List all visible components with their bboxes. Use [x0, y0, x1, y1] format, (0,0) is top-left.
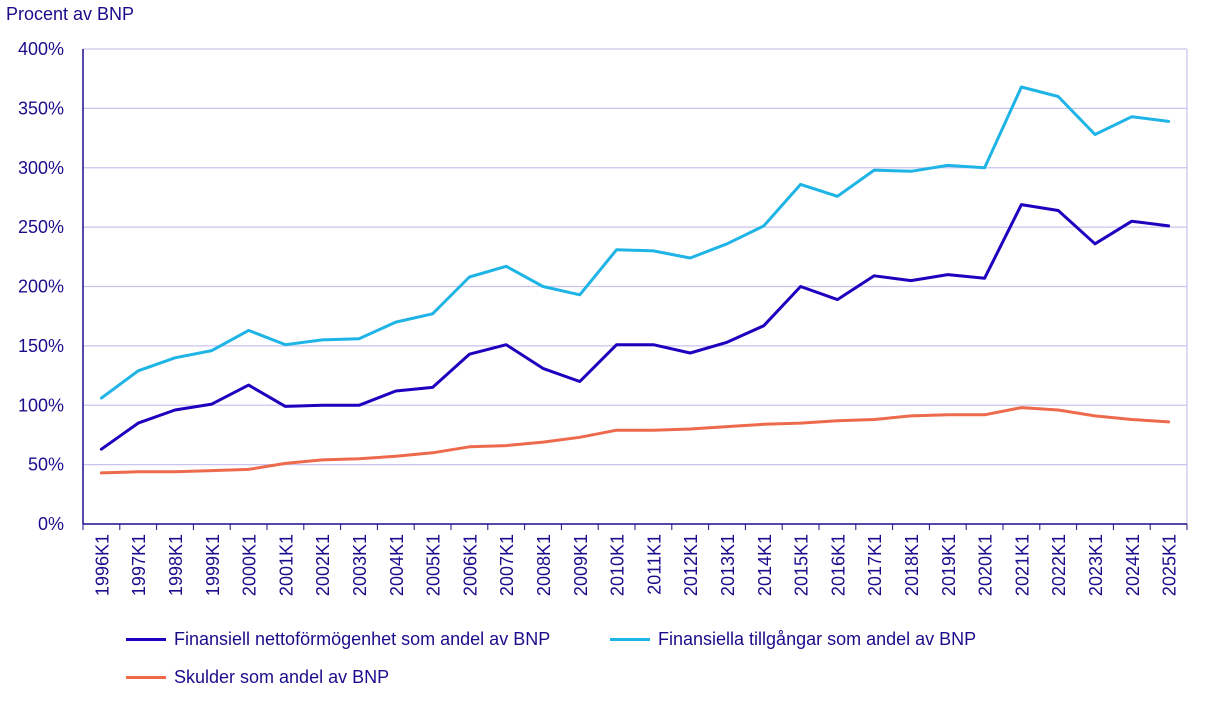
x-tick-label: 2016K1	[828, 534, 848, 596]
x-tick-label: 2003K1	[350, 534, 370, 596]
series-line-1	[99, 85, 1171, 400]
legend-label-nettoformogenhet: Finansiell nettoförmögenhet som andel av…	[174, 629, 551, 649]
y-tick-label: 300%	[18, 158, 64, 178]
legend-swatch-nettoformogenhet	[126, 638, 166, 641]
x-tick-label: 2021K1	[1012, 534, 1032, 596]
y-tick-label: 400%	[18, 39, 64, 59]
x-tick-label: 2012K1	[681, 534, 701, 596]
y-tick-label: 50%	[28, 455, 64, 475]
series-line-0	[99, 203, 1171, 451]
x-tick-label: 2024K1	[1123, 534, 1143, 596]
legend-label-tillgangar: Finansiella tillgångar som andel av BNP	[658, 629, 977, 649]
x-tick-label: 2018K1	[902, 534, 922, 596]
y-tick-label: 250%	[18, 217, 64, 237]
x-tick-label: 2022K1	[1049, 534, 1069, 596]
x-tick-label: 1997K1	[129, 534, 149, 596]
x-tick-label: 2005K1	[424, 534, 444, 596]
x-tick-label: 2025K1	[1160, 534, 1180, 596]
legend-item-skulder: Skulder som andel av BNP	[126, 667, 389, 688]
legend-swatch-tillgangar	[610, 638, 650, 641]
x-tick-label: 1998K1	[166, 534, 186, 596]
x-tick-label: 1996K1	[92, 534, 112, 596]
line-chart: 0% 50% 100% 150% 200% 250% 300% 350% 400% 1996K1 1…	[18, 39, 1188, 596]
x-tick-label: 2009K1	[571, 534, 591, 596]
y-tick-label: 150%	[18, 336, 64, 356]
x-tick-label: 2007K1	[497, 534, 517, 596]
x-tick-label: 2013K1	[718, 534, 738, 596]
x-tick-label: 2015K1	[792, 534, 812, 596]
x-tick-label: 2017K1	[865, 534, 885, 596]
x-tick-label: 2020K1	[976, 534, 996, 596]
y-tick-label: 200%	[18, 277, 64, 297]
legend-item-tillgangar: Finansiella tillgångar som andel av BNP	[610, 629, 976, 650]
legend-label-skulder: Skulder som andel av BNP	[174, 667, 390, 687]
x-tick-label: 2004K1	[387, 534, 407, 596]
x-tick-label: 2002K1	[313, 534, 333, 596]
x-tick-label: 2000K1	[240, 534, 260, 596]
y-axis-label: Procent av BNP	[6, 4, 135, 24]
y-tick-label: 100%	[18, 395, 64, 415]
x-tick-label: 2001K1	[276, 534, 296, 596]
y-tick-label: 0%	[38, 514, 64, 534]
series-line-2	[99, 406, 1171, 475]
x-tick-label: 2023K1	[1086, 534, 1106, 596]
x-tick-label: 2008K1	[534, 534, 554, 596]
x-tick-label: 2011K1	[644, 534, 664, 595]
x-tick-label: 2019K1	[939, 534, 959, 596]
legend-swatch-skulder	[126, 676, 166, 679]
x-tick-label: 2006K1	[460, 534, 480, 596]
legend-item-nettoformogenhet: Finansiell nettoförmögenhet som andel av…	[126, 629, 550, 650]
x-tick-label: 2010K1	[608, 534, 628, 596]
x-tick-label: 1999K1	[203, 534, 223, 596]
x-tick-label: 2014K1	[755, 534, 775, 596]
y-tick-label: 350%	[18, 98, 64, 118]
